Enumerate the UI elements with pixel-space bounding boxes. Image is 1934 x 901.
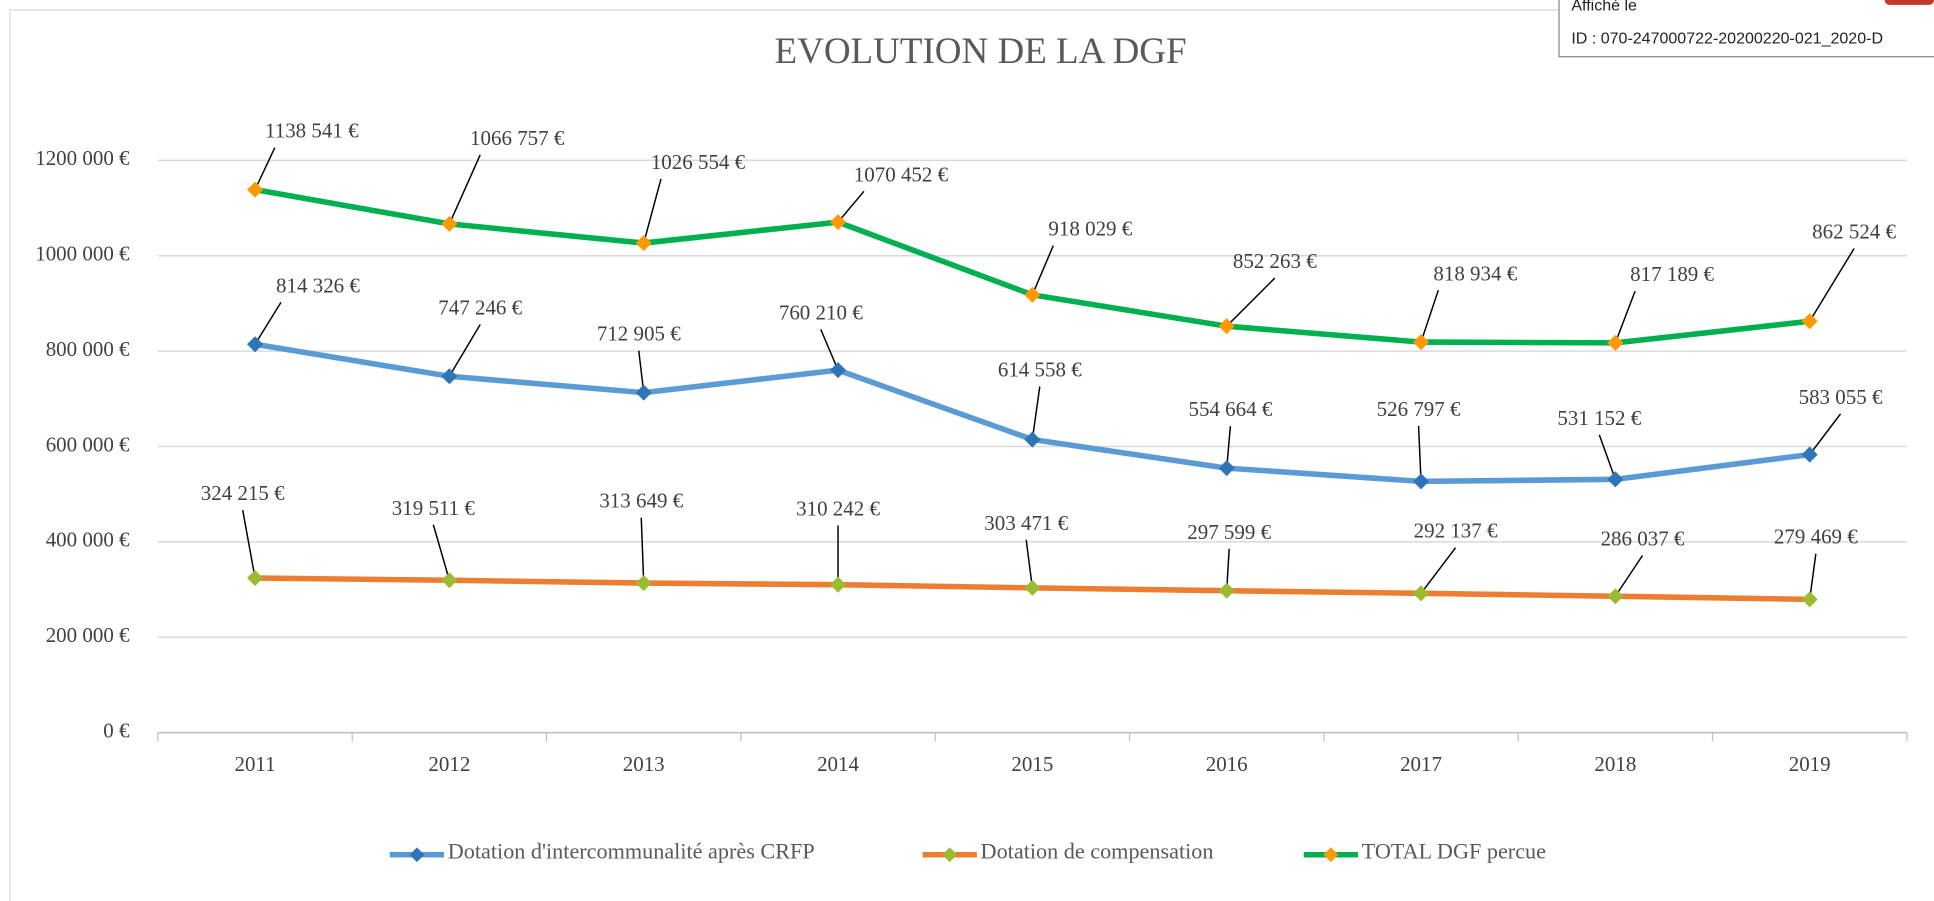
value-label: 814 326 € xyxy=(276,273,360,297)
leader-line xyxy=(1417,425,1422,482)
marker xyxy=(635,384,652,401)
marker xyxy=(1413,473,1430,490)
chart-title: EVOLUTION DE LA DGF xyxy=(775,31,1187,72)
leader-line xyxy=(1809,248,1855,322)
legend-label: Dotation de compensation xyxy=(981,839,1214,864)
legend-marker xyxy=(942,847,958,863)
marker xyxy=(1801,313,1818,330)
value-label: 1138 541 € xyxy=(265,119,359,143)
value-label: 852 263 € xyxy=(1233,249,1317,273)
y-tick-label: 200 000 € xyxy=(46,623,130,647)
leader-line xyxy=(1614,290,1636,344)
marker xyxy=(830,214,847,231)
marker xyxy=(441,368,458,385)
value-label: 310 242 € xyxy=(796,496,880,520)
leader-line xyxy=(1031,386,1041,440)
marker xyxy=(635,575,652,592)
y-tick-label: 400 000 € xyxy=(46,528,130,552)
value-label: 1070 452 € xyxy=(854,162,949,186)
marker xyxy=(1801,591,1818,608)
stamp-badge xyxy=(1884,0,1934,5)
marker xyxy=(1218,582,1235,599)
value-label: 297 599 € xyxy=(1187,520,1271,544)
y-tick-label: 1000 000 € xyxy=(35,242,130,266)
y-tick-label: 800 000 € xyxy=(46,337,130,361)
value-label: 526 797 € xyxy=(1377,397,1461,421)
leader-line xyxy=(1226,277,1276,327)
stamp-line: ID : 070-247000722-20200220-021_2020-D xyxy=(1571,30,1883,48)
leader-line xyxy=(254,301,282,345)
x-tick-label: 2012 xyxy=(428,752,470,776)
legend-label: TOTAL DGF percue xyxy=(1362,839,1546,864)
value-label: 279 469 € xyxy=(1774,525,1858,549)
value-label: 286 037 € xyxy=(1601,527,1685,551)
leader-line xyxy=(642,178,662,244)
y-tick-label: 0 € xyxy=(103,718,130,742)
x-tick-label: 2017 xyxy=(1400,752,1442,776)
leader-line xyxy=(837,190,865,223)
marker xyxy=(1801,446,1818,463)
marker xyxy=(1218,460,1235,477)
value-label: 760 210 € xyxy=(779,300,863,324)
marker xyxy=(1413,585,1430,602)
value-label: 303 471 € xyxy=(984,511,1068,535)
marker xyxy=(1607,471,1624,488)
leader-line xyxy=(1598,434,1617,480)
x-tick-label: 2014 xyxy=(817,752,859,776)
leader-line xyxy=(448,154,481,225)
leader-line xyxy=(640,517,645,584)
x-tick-label: 2019 xyxy=(1789,752,1831,776)
leader-line xyxy=(254,147,276,190)
x-tick-label: 2018 xyxy=(1594,752,1636,776)
leader-line xyxy=(241,510,256,579)
leader-line xyxy=(1031,245,1055,296)
value-label: 313 649 € xyxy=(599,489,683,513)
value-label: 554 664 € xyxy=(1188,397,1272,421)
leader-line xyxy=(448,324,481,377)
y-tick-label: 1200 000 € xyxy=(35,146,130,170)
value-label: 292 137 € xyxy=(1414,519,1498,543)
value-label: 614 558 € xyxy=(998,358,1082,382)
stamp-box xyxy=(1558,0,1934,58)
value-label: 862 524 € xyxy=(1812,220,1896,244)
marker xyxy=(1607,334,1624,351)
value-label: 818 934 € xyxy=(1433,261,1517,285)
leader-line xyxy=(432,524,451,581)
legend-marker xyxy=(1323,847,1339,863)
leader-line xyxy=(1420,290,1439,343)
value-label: 583 055 € xyxy=(1799,385,1883,409)
legend-label: Dotation d'intercommunalité après CRFP xyxy=(448,839,815,864)
marker xyxy=(635,235,652,252)
value-label: 324 215 € xyxy=(201,481,285,505)
x-tick-label: 2013 xyxy=(623,752,665,776)
value-label: 918 029 € xyxy=(1048,216,1132,240)
value-label: 817 189 € xyxy=(1630,262,1714,286)
marker xyxy=(830,362,847,379)
x-tick-label: 2016 xyxy=(1206,752,1248,776)
marker xyxy=(1607,588,1624,605)
stamp-line: Affiché le xyxy=(1571,0,1637,14)
leader-line xyxy=(1614,555,1644,597)
chart-border xyxy=(9,9,1934,901)
leader-line xyxy=(820,329,839,371)
value-label: 712 905 € xyxy=(597,322,681,346)
value-label: 319 511 € xyxy=(392,496,476,520)
marker xyxy=(441,215,458,232)
x-tick-label: 2015 xyxy=(1011,752,1053,776)
y-tick-label: 600 000 € xyxy=(46,432,130,456)
leader-line xyxy=(1808,553,1817,600)
leader-line xyxy=(1809,413,1842,456)
value-label: 1026 554 € xyxy=(651,150,746,174)
value-label: 1066 757 € xyxy=(470,126,565,150)
leader-line xyxy=(1025,539,1034,589)
value-label: 531 152 € xyxy=(1557,406,1641,430)
marker xyxy=(1218,318,1235,335)
value-label: 747 246 € xyxy=(438,295,522,319)
x-tick-label: 2011 xyxy=(234,752,275,776)
leader-line xyxy=(1420,547,1457,594)
